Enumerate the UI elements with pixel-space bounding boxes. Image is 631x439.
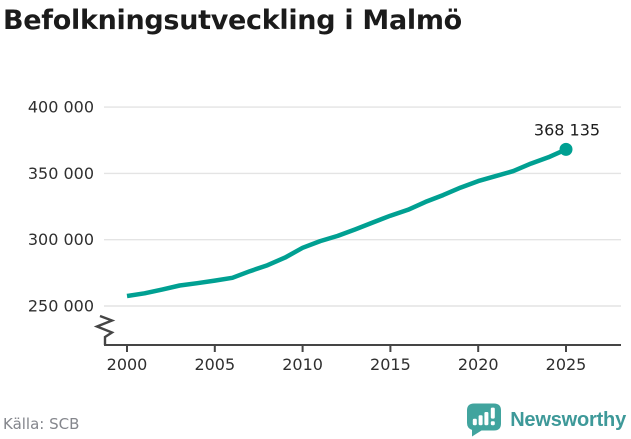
newsworthy-bubble-bar-chart-icon <box>467 403 502 437</box>
y-axis-label: 350 000 <box>28 164 94 183</box>
x-axis-label: 2015 <box>370 355 411 374</box>
x-axis-label: 2020 <box>458 355 499 374</box>
line-chart: 250 000 300 000 350 000 400 000 2000 2005 201… <box>28 98 621 374</box>
y-axis-label: 400 000 <box>28 98 94 117</box>
axis-break-icon <box>93 314 116 345</box>
y-axis-label: 300 000 <box>28 230 94 249</box>
x-axis-label: 2010 <box>282 355 323 374</box>
source-caption: Källa: SCB <box>3 415 80 433</box>
gridlines <box>104 106 621 307</box>
x-axis-label: 2000 <box>107 355 148 374</box>
y-axis-labels: 250 000 300 000 350 000 400 000 <box>28 98 94 316</box>
y-axis-label: 250 000 <box>28 297 94 316</box>
x-axis-label: 2025 <box>546 355 587 374</box>
x-axis-ticks: 2000 2005 2010 2015 2020 2025 <box>107 345 587 374</box>
last-point-marker <box>559 142 573 156</box>
x-axis-label: 2005 <box>194 355 235 374</box>
population-line <box>126 147 567 299</box>
page-title: Befolkningsutveckling i Malmö <box>3 5 462 36</box>
newsworthy-logo[interactable]: Newsworthy <box>466 402 626 438</box>
newsworthy-wordmark: Newsworthy <box>510 408 626 431</box>
last-value-label: 368 135 <box>534 120 600 139</box>
